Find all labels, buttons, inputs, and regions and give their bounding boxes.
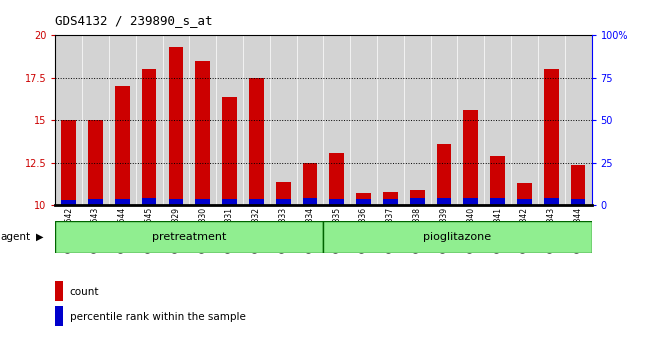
- Bar: [430, 35, 458, 205]
- Bar: [410, 198, 424, 205]
- Bar: [377, 35, 404, 205]
- Bar: [88, 199, 103, 205]
- Bar: [222, 199, 237, 205]
- Bar: [571, 199, 586, 205]
- Bar: [565, 35, 592, 205]
- Bar: [356, 193, 371, 205]
- Bar: [61, 120, 76, 205]
- Bar: [571, 165, 586, 205]
- Bar: [88, 120, 103, 205]
- Bar: [276, 199, 291, 205]
- Bar: [490, 198, 505, 205]
- Bar: [270, 35, 296, 205]
- Bar: [303, 163, 317, 205]
- Text: GDS4132 / 239890_s_at: GDS4132 / 239890_s_at: [55, 14, 213, 27]
- Bar: [189, 35, 216, 205]
- Bar: [330, 199, 344, 205]
- Bar: [544, 69, 558, 205]
- Text: agent: agent: [1, 232, 31, 242]
- Bar: [517, 183, 532, 205]
- Bar: [383, 199, 398, 205]
- Bar: [350, 35, 377, 205]
- Bar: [61, 200, 76, 205]
- Text: ▶: ▶: [36, 232, 44, 242]
- Bar: [216, 35, 243, 205]
- Bar: [222, 97, 237, 205]
- Bar: [324, 35, 350, 205]
- Bar: [544, 198, 558, 205]
- Text: pioglitazone: pioglitazone: [423, 232, 491, 242]
- Bar: [330, 153, 344, 205]
- Bar: [463, 198, 478, 205]
- Text: count: count: [70, 287, 99, 297]
- Bar: [276, 182, 291, 205]
- Bar: [55, 35, 82, 205]
- Bar: [142, 198, 157, 205]
- Bar: [296, 35, 324, 205]
- Bar: [324, 221, 592, 253]
- Bar: [243, 35, 270, 205]
- Bar: [463, 110, 478, 205]
- Bar: [490, 156, 505, 205]
- Bar: [82, 35, 109, 205]
- Bar: [538, 35, 565, 205]
- Bar: [168, 199, 183, 205]
- Bar: [162, 35, 189, 205]
- Bar: [168, 47, 183, 205]
- Bar: [115, 199, 129, 205]
- Bar: [249, 199, 264, 205]
- Bar: [458, 35, 484, 205]
- Bar: [511, 35, 538, 205]
- Bar: [136, 35, 162, 205]
- Bar: [55, 221, 324, 253]
- Bar: [196, 199, 210, 205]
- Bar: [383, 192, 398, 205]
- Bar: [115, 86, 129, 205]
- Text: pretreatment: pretreatment: [152, 232, 226, 242]
- Bar: [484, 35, 511, 205]
- Bar: [249, 78, 264, 205]
- Bar: [437, 144, 451, 205]
- Bar: [196, 61, 210, 205]
- Bar: [517, 199, 532, 205]
- Bar: [404, 35, 430, 205]
- Bar: [410, 190, 424, 205]
- Text: percentile rank within the sample: percentile rank within the sample: [70, 312, 246, 322]
- Bar: [356, 199, 371, 205]
- Bar: [109, 35, 136, 205]
- Bar: [303, 198, 317, 205]
- Bar: [142, 69, 157, 205]
- Bar: [437, 198, 451, 205]
